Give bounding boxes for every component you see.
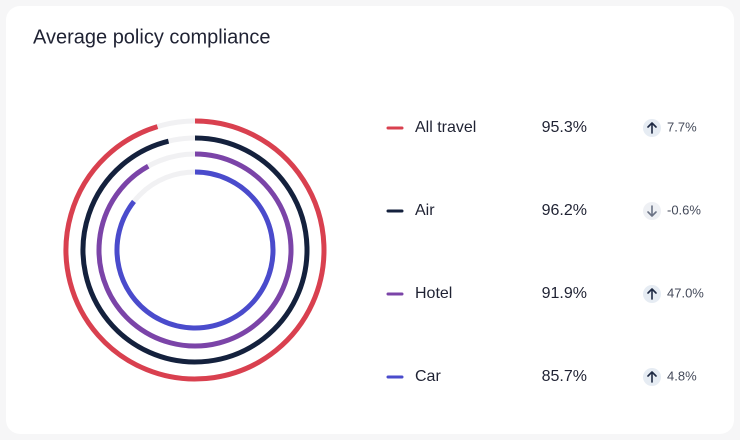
value-label: 95.3% — [542, 119, 587, 136]
ring-bar — [114, 169, 276, 331]
change-icon — [643, 368, 661, 386]
change-label: 7.7% — [667, 119, 697, 134]
change-arrow — [647, 288, 657, 300]
change-label: 4.8% — [667, 368, 697, 383]
card — [6, 6, 734, 434]
value-label: 91.9% — [542, 285, 587, 302]
change-arrow — [647, 205, 657, 217]
change-arrow — [647, 371, 657, 383]
change-icon — [643, 285, 661, 303]
change-arrow — [647, 122, 657, 134]
ring-bar — [96, 151, 294, 349]
change-label: 47.0% — [667, 285, 704, 300]
legend-label: Car — [415, 368, 441, 385]
change-icon — [643, 119, 661, 137]
change-icon — [643, 202, 661, 220]
legend-label: All travel — [415, 119, 476, 136]
ring-bar — [63, 118, 327, 382]
chart-title: Average policy compliance — [33, 26, 271, 48]
value-label: 96.2% — [542, 202, 587, 219]
legend-label: Hotel — [415, 285, 452, 302]
ring-bar — [80, 135, 310, 365]
legend-label: Air — [415, 202, 435, 219]
change-label: -0.6% — [667, 202, 701, 217]
value-label: 85.7% — [542, 368, 587, 385]
